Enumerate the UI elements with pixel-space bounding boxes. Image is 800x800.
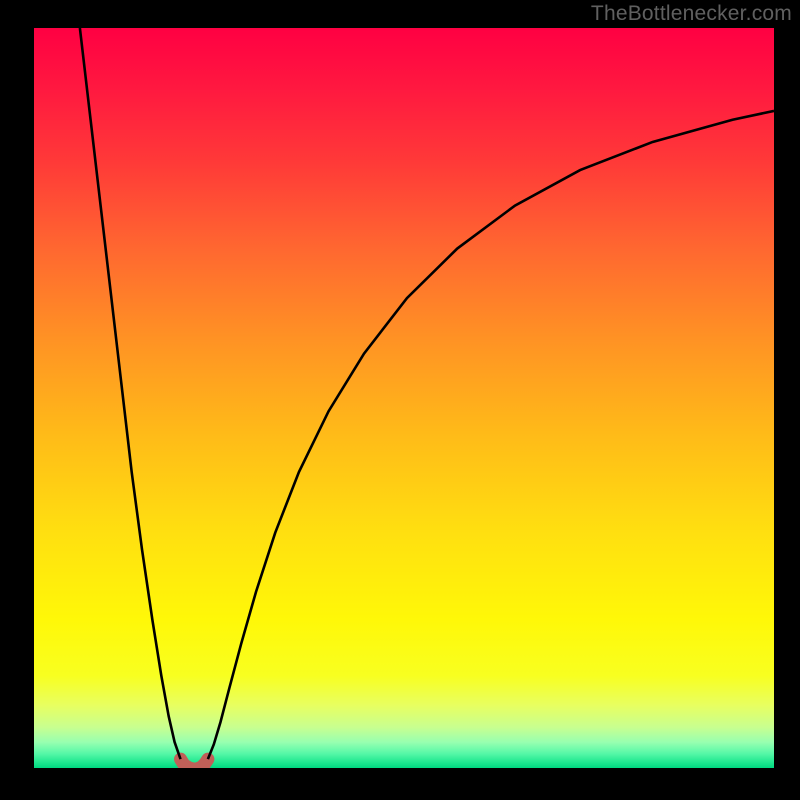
curve-right-branch <box>208 111 774 759</box>
watermark-text: TheBottlenecker.com <box>591 2 792 26</box>
curve-left-branch <box>80 28 181 759</box>
curve-dip-segment <box>181 759 208 768</box>
bottleneck-curve <box>34 28 774 768</box>
chart-container: TheBottlenecker.com <box>0 0 800 800</box>
plot-area <box>34 28 774 768</box>
